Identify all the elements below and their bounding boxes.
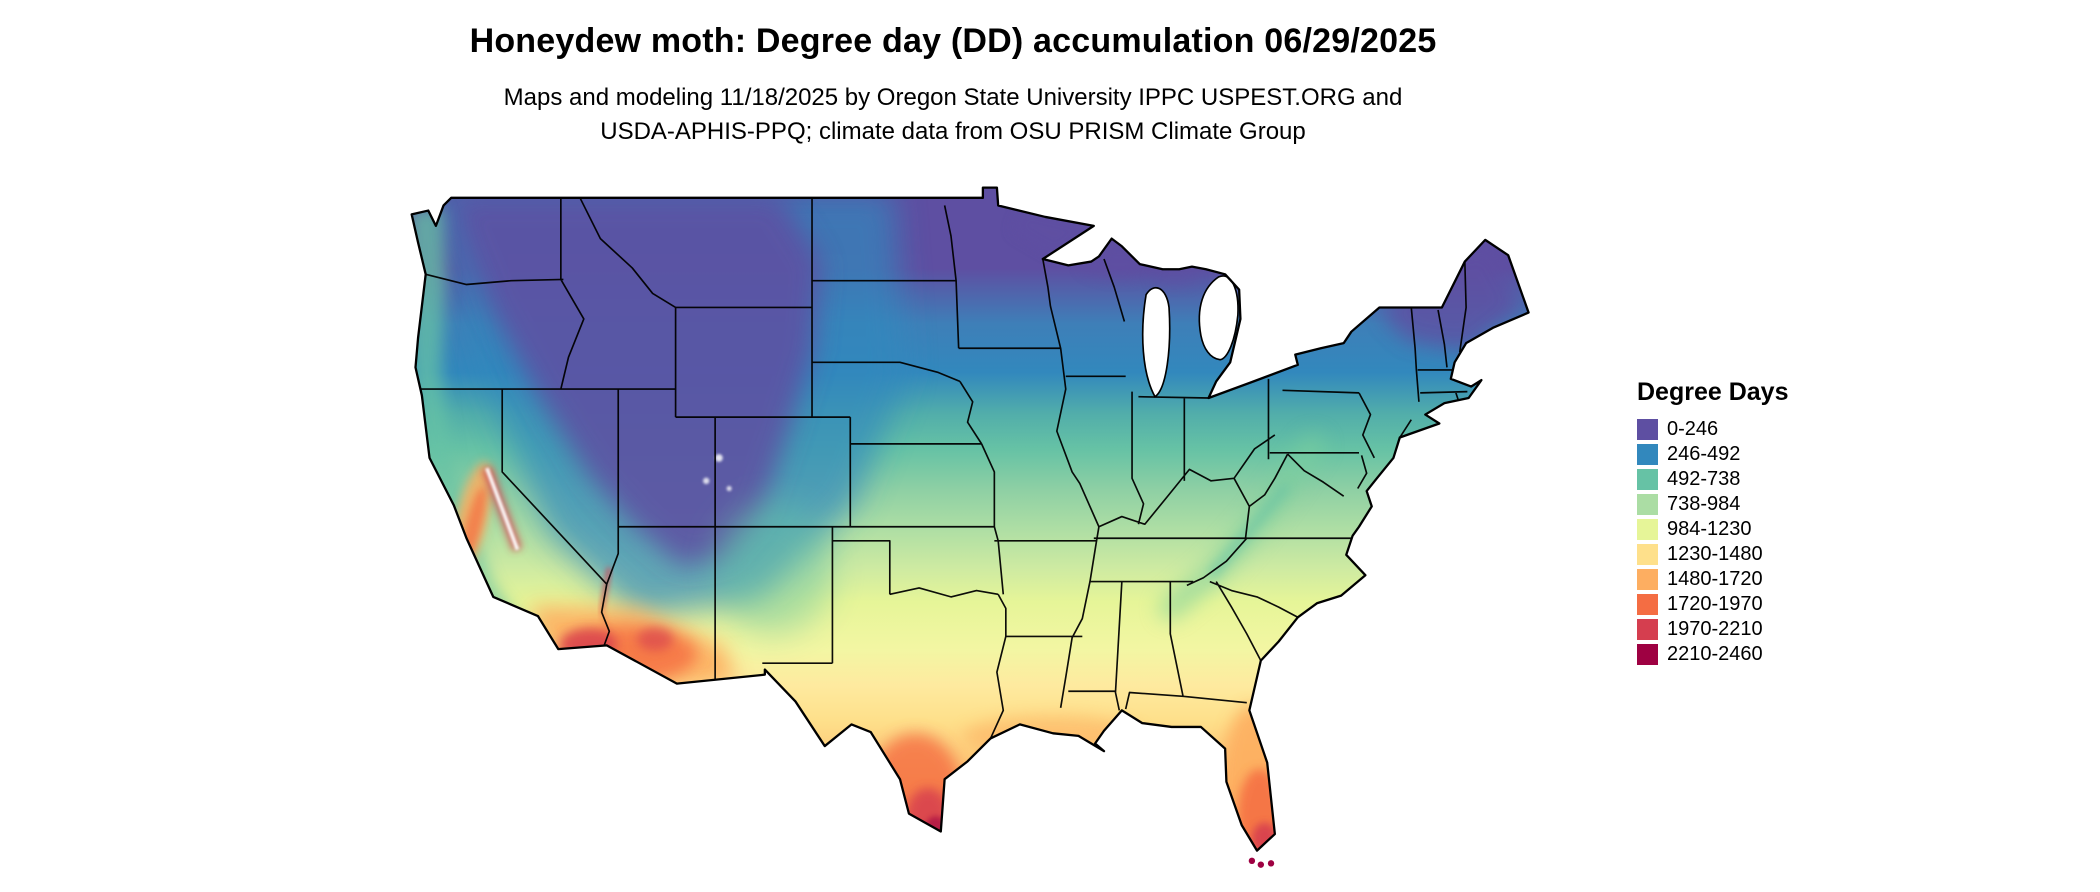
legend-label: 1970-2210 [1667,618,1763,640]
legend-swatch [1637,544,1658,565]
legend-label: 492-738 [1667,468,1741,490]
lake-michigan [1141,286,1171,398]
legend-swatch [1637,444,1658,465]
legend-label: 2210-2460 [1667,643,1763,665]
legend-label: 984-1230 [1667,518,1752,540]
legend-label: 738-984 [1667,493,1741,515]
legend-swatch [1637,644,1658,665]
legend-item: 492-738 [1637,467,1788,492]
map-title: Honeydew moth: Degree day (DD) accumulat… [469,22,1437,60]
legend-item: 1230-1480 [1637,542,1788,567]
legend-item: 2210-2460 [1637,642,1788,667]
legend-swatch [1637,519,1658,540]
legend-swatch [1637,469,1658,490]
legend-title: Degree Days [1637,378,1789,406]
legend-swatch [1637,619,1658,640]
legend-swatch [1637,569,1658,590]
legend-item: 246-492 [1637,442,1788,467]
legend-swatch [1637,594,1658,615]
legend-item: 738-984 [1637,492,1788,517]
legend-item: 984-1230 [1637,517,1788,542]
legend-items: 0-246 246-492 492-738 738-984 984-1230 1230-1… [1637,417,1788,667]
legend-label: 1230-1480 [1667,543,1763,565]
us-outline [410,186,1530,852]
legend-label: 0-246 [1667,418,1719,440]
legend: Degree Days 0-246 246-492 492-738 738-984 98… [1637,378,1788,667]
map-subtitle-line1: Maps and modeling 11/18/2025 by Oregon S… [503,84,1403,111]
header: Honeydew moth: Degree day (DD) accumulat… [0,22,1906,149]
map-subtitle-line2: USDA-APHIS-PPQ; climate data from OSU PR… [600,118,1306,145]
legend-item: 1720-1970 [1637,592,1788,617]
legend-item: 1480-1720 [1637,567,1788,592]
legend-item: 1970-2210 [1637,617,1788,642]
legend-item: 0-246 [1637,417,1788,442]
legend-label: 1480-1720 [1667,568,1763,590]
legend-swatch [1637,494,1658,515]
legend-label: 1720-1970 [1667,593,1763,615]
us-degree-day-map [410,186,1530,868]
legend-swatch [1637,419,1658,440]
state-borders [418,197,1468,739]
florida-keys [1248,857,1275,868]
legend-label: 246-492 [1667,443,1741,465]
lake-huron [1198,275,1239,361]
